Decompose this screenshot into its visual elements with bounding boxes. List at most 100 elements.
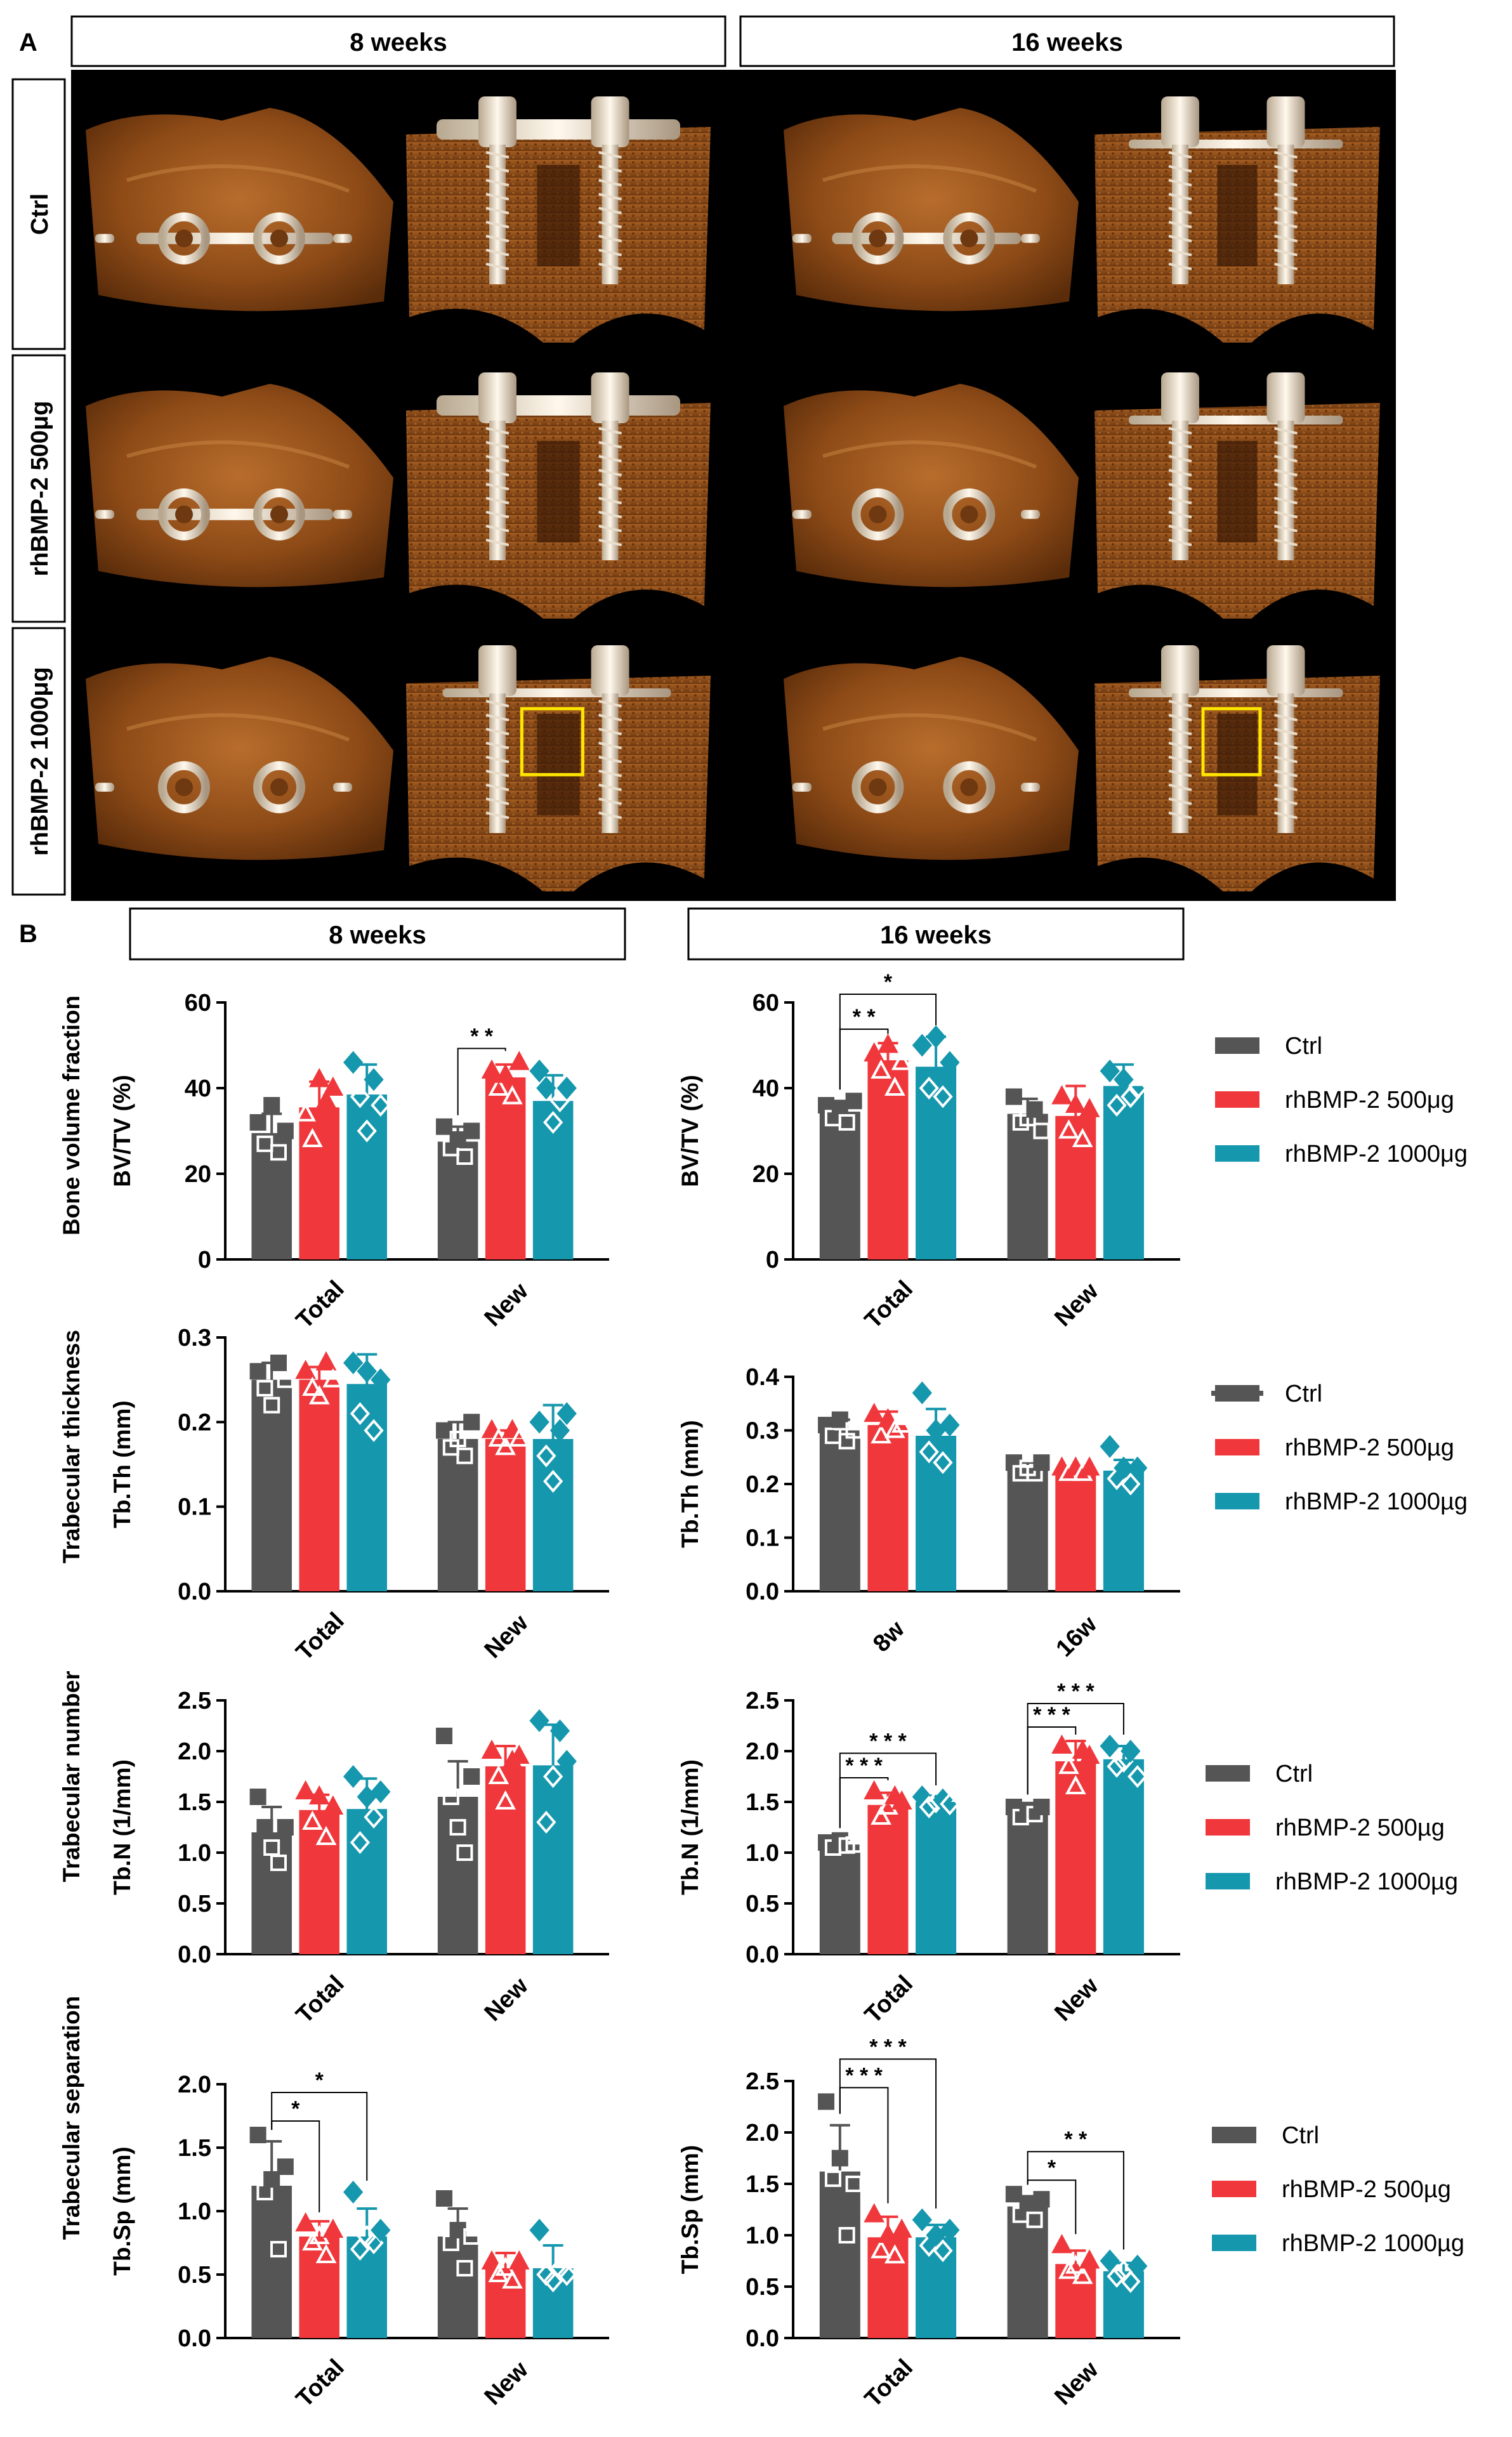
data-point-diamond [1127, 1764, 1148, 1789]
significance-label: * [884, 970, 893, 994]
y-tick-label: 1.0 [746, 1840, 779, 1867]
bar-bv8-1-1 [485, 1077, 526, 1259]
data-point-triangle [1079, 1456, 1100, 1476]
data-point-square [1026, 1101, 1043, 1118]
y-axis-label: BV/TV (%) [677, 1075, 703, 1187]
screw-thread [1274, 525, 1298, 532]
data-point-triangle [495, 2256, 516, 2276]
screw-core [270, 229, 288, 247]
data-point-diamond [1121, 1085, 1141, 1108]
screw-head [851, 761, 904, 813]
legend: Ctrl rhBMP-2 500µg rhBMP-2 1000µg [1206, 1761, 1458, 1895]
screw-thread [598, 151, 622, 159]
bar-bv16-1-0 [1007, 1113, 1048, 1259]
row-label: Ctrl [27, 194, 53, 235]
screw-thread [1168, 798, 1192, 805]
bar-th8-0-1 [299, 1379, 339, 1591]
data-point-square [463, 2228, 480, 2245]
ct-row [86, 96, 1380, 343]
x-tick-label: New [480, 2356, 534, 2410]
screw-head [943, 212, 996, 265]
data-point-triangle [891, 2218, 912, 2238]
data-point-square [270, 1855, 287, 1871]
x-tick-label: 8w [868, 1615, 910, 1657]
screw-core [869, 229, 887, 247]
col-header-box-8w [70, 15, 726, 67]
y-tick-label: 0.0 [178, 1941, 211, 1968]
legend-swatch [1206, 1819, 1250, 1836]
legend-swatch [1212, 2127, 1256, 2143]
screw-thread [1274, 497, 1298, 504]
vertebra-render [86, 657, 393, 860]
data-point-square [449, 1431, 466, 1447]
rod-end [333, 509, 352, 519]
data-point-diamond [1127, 2254, 1148, 2278]
screw-thread [1274, 798, 1298, 805]
data-point-diamond [549, 1419, 570, 1442]
data-point-diamond [933, 1085, 953, 1108]
x-tick-label: New [1049, 2356, 1103, 2410]
data-point-square [1026, 2211, 1043, 2228]
data-point-diamond [536, 1444, 556, 1468]
data-point-square [845, 1836, 862, 1853]
y-tick-label: 0 [198, 1247, 211, 1273]
screw-shaft [489, 693, 506, 833]
data-point-triangle [308, 1068, 330, 1087]
y-tick-label: 2.5 [746, 1688, 779, 1714]
legend-entry-label: Ctrl [1285, 1033, 1322, 1060]
screw-thread [1274, 427, 1298, 435]
data-point-triangle [1058, 2259, 1079, 2279]
interbody-space [1217, 441, 1258, 542]
data-point-triangle [864, 1780, 885, 1799]
data-point-triangle [508, 1427, 530, 1447]
y-tick-label: 0.1 [746, 1525, 779, 1552]
significance-label: * * * [869, 1729, 907, 1753]
screw-thread [1168, 179, 1192, 187]
data-point-square [436, 1728, 453, 1744]
screw-tulip [591, 372, 629, 423]
significance-label: * * [853, 1005, 876, 1029]
data-point-diamond [1100, 2249, 1120, 2273]
y-tick-label: 60 [753, 990, 779, 1016]
screw-thread [598, 235, 622, 242]
data-point-triangle [871, 1059, 891, 1079]
bar-n8-0-1 [299, 1810, 339, 1954]
data-point-square [1033, 1799, 1050, 1815]
data-point-square [263, 2171, 280, 2188]
screw-tulip [478, 372, 516, 423]
rod-implant [442, 688, 671, 697]
screw-core [270, 505, 288, 523]
data-point-diamond [1107, 2264, 1127, 2288]
screw-head [943, 488, 996, 541]
data-point-square [436, 2190, 453, 2207]
screw-thread [598, 770, 622, 777]
legend-swatch [1212, 2181, 1256, 2197]
col-header-box-b-8w [129, 907, 626, 961]
region-of-interest-box [1201, 707, 1262, 777]
screw-thread [485, 249, 509, 256]
data-point-triangle [878, 1795, 898, 1815]
data-point-diamond [371, 1093, 391, 1117]
screw-thread [1168, 742, 1192, 749]
data-point-diamond [912, 1381, 932, 1405]
data-point-square [831, 2150, 848, 2167]
legend-swatch [1212, 2235, 1256, 2251]
legend: Ctrl rhBMP-2 500μg rhBMP-2 1000μg [1215, 1033, 1468, 1167]
data-point-square [456, 1148, 473, 1165]
screw-thread [1168, 207, 1192, 214]
data-point-triangle [295, 1360, 316, 1379]
bone-ridge [126, 440, 350, 469]
data-point-square [449, 1131, 466, 1148]
data-point-triangle [1051, 2234, 1072, 2254]
data-point-triangle [871, 1805, 891, 1825]
row-label-box [11, 354, 66, 623]
screw-thread [598, 483, 622, 490]
data-point-square [256, 1380, 273, 1396]
data-point-triangle [488, 1764, 509, 1784]
screw-shaft [489, 145, 506, 284]
data-point-diamond [543, 1110, 563, 1134]
data-point-diamond [1121, 1739, 1141, 1763]
screw-thread [485, 497, 509, 504]
screw-head [253, 761, 305, 813]
screw-thread [485, 469, 509, 476]
